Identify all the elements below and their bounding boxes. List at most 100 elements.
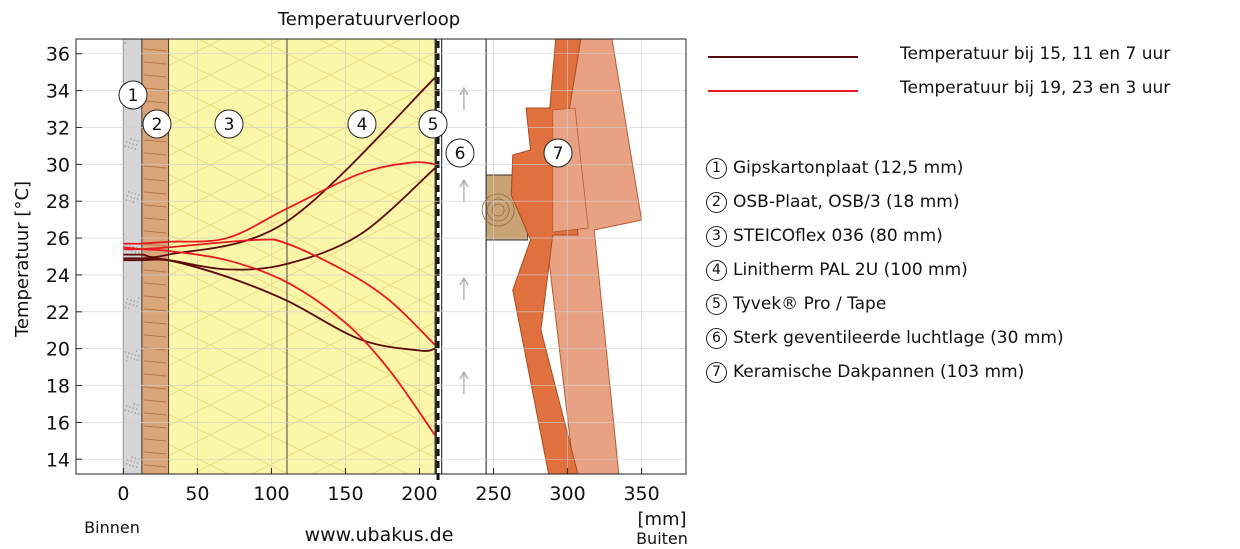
- layer-name: Gipskartonplaat (12,5 mm): [733, 158, 964, 178]
- gypsum-speckle: [134, 412, 137, 414]
- osb-texture-line: [143, 295, 167, 299]
- gypsum-speckle: [133, 358, 136, 360]
- membrane-dash: [436, 305, 440, 312]
- layer-marker-circle: [418, 109, 448, 139]
- membrane-dash: [436, 173, 440, 180]
- gypsum-speckle: [132, 201, 134, 203]
- series-line-dark: [123, 167, 436, 271]
- membrane-dash: [436, 473, 440, 480]
- osb-texture-line: [143, 165, 167, 169]
- gypsum-speckle: [136, 301, 139, 303]
- osb-texture-line: [143, 74, 167, 78]
- inside-label: Binnen: [84, 518, 140, 537]
- osb-texture-line: [143, 347, 167, 351]
- gypsum-speckle: [129, 464, 131, 466]
- membrane-dash: [436, 281, 440, 288]
- layer-marker-circle: [214, 109, 244, 139]
- gypsum-speckle: [137, 252, 140, 254]
- layer-legend: 1 Gipskartonplaat (12,5 mm) 2 OSB-Plaat, O…: [706, 151, 1240, 389]
- layer-marker-circle: [445, 138, 475, 168]
- layer-marker-circle: [118, 80, 148, 110]
- x-tick-label: 50: [185, 483, 209, 505]
- gypsum-speckle: [124, 306, 127, 308]
- layer-marker-circle: [543, 138, 573, 168]
- y-tick-label: 20: [46, 339, 70, 361]
- gypsum-speckle: [133, 403, 136, 405]
- layer-name: Linitherm PAL 2U (100 mm): [733, 260, 968, 280]
- gypsum-speckle: [130, 357, 132, 359]
- gypsum-speckle: [124, 145, 127, 147]
- membrane-dash: [436, 245, 440, 252]
- osb-texture-line: [143, 360, 167, 364]
- layer-number: 4: [706, 259, 727, 281]
- layer-legend-item: 6 Sterk geventileerde luchtlage (30 mm): [706, 321, 1240, 355]
- plot-frame: [75, 38, 687, 475]
- gypsum-speckle: [131, 192, 133, 194]
- gypsum-speckle: [134, 354, 137, 356]
- osb-texture-line: [143, 438, 167, 442]
- layer-number: 2: [706, 191, 727, 213]
- x-tick-label: 200: [401, 483, 437, 505]
- membrane-dash: [436, 233, 440, 240]
- layer-5-band: [434, 38, 438, 475]
- osb-texture-line: [143, 178, 167, 182]
- gypsum-speckle: [125, 302, 128, 304]
- membrane-dash: [436, 221, 440, 228]
- membrane-dash: [436, 101, 440, 108]
- gypsum-speckle: [127, 191, 130, 193]
- layer-4-band: [286, 38, 436, 475]
- legend-line-dark: [708, 56, 858, 58]
- gypsum-speckle: [127, 352, 130, 354]
- gypsum-speckle: [132, 465, 134, 467]
- gypsum-speckle: [136, 462, 139, 464]
- gypsum-speckle: [137, 194, 140, 196]
- osb-texture-line: [143, 61, 167, 65]
- osb-texture-line: [143, 204, 167, 208]
- membrane-dash: [436, 77, 440, 84]
- legend-label: Temperatuur bij 15, 11 en 7 uur: [900, 44, 1171, 64]
- gypsum-speckle: [130, 299, 132, 301]
- osb-texture-line: [143, 451, 167, 455]
- gypsum-speckle: [136, 140, 139, 142]
- layer-number: 3: [706, 225, 727, 247]
- legend-line-red: [708, 90, 858, 92]
- osb-texture-line: [143, 412, 167, 416]
- gypsum-speckle: [135, 305, 138, 307]
- gypsum-speckle: [126, 459, 129, 461]
- y-tick-label: 22: [46, 302, 70, 324]
- x-tick-label: 300: [549, 483, 585, 505]
- membrane-dash: [436, 449, 440, 456]
- layer-name: Sterk geventileerde luchtlage (30 mm): [733, 328, 1064, 348]
- osb-texture-line: [143, 191, 167, 195]
- gypsum-speckle: [131, 250, 133, 252]
- gypsum-speckle: [133, 300, 136, 302]
- series-line-dark: [123, 257, 436, 352]
- osb-texture-line: [143, 373, 167, 377]
- gypsum-speckle: [125, 463, 128, 465]
- membrane-dash: [436, 353, 440, 360]
- gypsum-speckle: [132, 143, 134, 145]
- osb-texture-line: [143, 243, 167, 247]
- osb-texture-line: [143, 399, 167, 403]
- osb-texture-line: [143, 321, 167, 325]
- membrane-dash: [436, 137, 440, 144]
- gypsum-speckle: [131, 147, 133, 149]
- osb-texture-line: [143, 230, 167, 234]
- layer-6-band: [441, 38, 487, 475]
- gypsum-speckle: [129, 142, 131, 144]
- gypsum-speckle: [135, 144, 138, 146]
- y-axis-label: Temperatuur [°C]: [12, 181, 33, 338]
- gypsum-speckle: [132, 407, 134, 409]
- osb-texture-line: [143, 139, 167, 143]
- gypsum-speckle: [125, 405, 128, 407]
- membrane-dash: [436, 53, 440, 60]
- osb-texture-line: [143, 386, 167, 390]
- membrane-dash: [436, 209, 440, 216]
- gypsum-speckle: [136, 359, 139, 361]
- legend-series-2: Temperatuur bij 19, 23 en 3 uur: [706, 74, 1240, 108]
- wood-ring: [481, 193, 515, 227]
- gypsum-speckle: [134, 148, 137, 150]
- y-tick-label: 34: [46, 81, 70, 103]
- gypsum-speckle: [125, 360, 128, 362]
- gypsum-speckle: [124, 409, 127, 411]
